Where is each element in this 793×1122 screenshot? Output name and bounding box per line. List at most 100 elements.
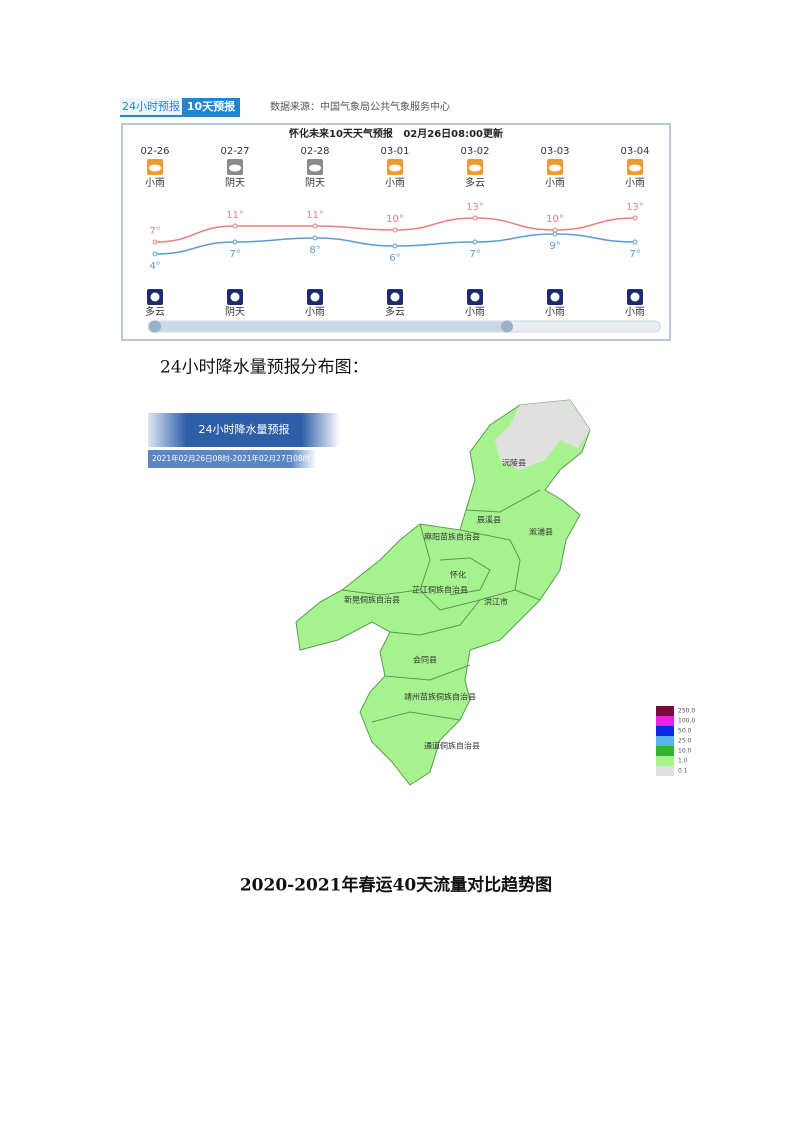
low-label: 4°: [149, 261, 160, 272]
high-label: 13°: [626, 202, 644, 213]
night-weather: 多云: [145, 305, 165, 318]
night-weather: 阴天: [225, 306, 245, 318]
county-label: 芷江侗族自治县: [412, 585, 468, 595]
high-label: 10°: [546, 214, 564, 225]
icon-cloud: [309, 164, 321, 172]
legend-swatch: [656, 716, 674, 726]
low-point: [552, 231, 558, 237]
map-header: 24小时降水量预报: [199, 422, 290, 436]
legend: 250.0 100.0 50.0 25.0 10.0 1.0 0.1: [656, 706, 695, 776]
section-title: 2020-2021年春运40天流量对比趋势图: [240, 875, 552, 896]
icon-moon: [230, 292, 240, 302]
county-label: 怀化: [450, 570, 466, 580]
slider-handle[interactable]: [501, 320, 513, 333]
legend-swatch: [656, 726, 674, 736]
boundary: [419, 523, 516, 611]
tab-bg-active: [182, 98, 240, 116]
high-label: 10°: [386, 214, 404, 225]
low-point: [392, 243, 398, 249]
date: 02-28: [300, 146, 329, 157]
high-point: [392, 227, 398, 233]
low-label: 7°: [229, 249, 240, 260]
low-label: 8°: [309, 245, 320, 256]
tab-bg: [120, 98, 182, 116]
county-label: 靖州苗族侗族自治县: [404, 692, 476, 702]
icon-cloud: [149, 164, 161, 172]
day-weather: 小雨: [145, 177, 165, 189]
legend-swatch: [656, 706, 674, 716]
boundary: [389, 599, 481, 636]
county-label: 麻阳苗族自治县: [424, 532, 480, 542]
day-weather: 阴天: [305, 177, 325, 189]
day-weather: 小雨: [385, 177, 405, 189]
map-period-bg: [148, 450, 316, 468]
icon-moon: [310, 292, 320, 302]
forecast: 02-26小雨多云02-27阴天阴天02-28阴天小雨03-01小雨多云03-0…: [140, 146, 649, 318]
night-weather: 小雨: [465, 306, 485, 318]
county-label: 新晃侗族自治县: [344, 595, 400, 605]
icon-cloud: [629, 164, 641, 172]
icon-cloud: [389, 164, 401, 172]
high-label: 11°: [226, 210, 244, 221]
night-weather: 多云: [385, 305, 405, 318]
high-point: [312, 223, 318, 229]
low-label: 9°: [549, 241, 560, 252]
county-label: 辰溪县: [477, 515, 501, 525]
high-point: [632, 215, 638, 221]
day-weather: 多云: [465, 176, 485, 189]
date: 02-27: [220, 146, 249, 157]
date: 03-02: [460, 146, 489, 157]
region: [295, 399, 591, 786]
icon-cloud: [549, 164, 561, 172]
high-label: 7°: [149, 226, 160, 237]
county-label: 溆浦县: [529, 527, 553, 537]
day-weather: 小雨: [625, 177, 645, 189]
date: 03-03: [540, 146, 569, 157]
date: 03-04: [620, 146, 649, 157]
tab[interactable]: 24小时预报: [122, 99, 180, 113]
icon-moon: [150, 292, 160, 302]
legend-label: 25.0: [678, 738, 692, 745]
legend-label: 1.0: [678, 758, 688, 765]
boundary: [384, 664, 471, 681]
low-label: 6°: [389, 253, 400, 264]
date: 02-26: [140, 146, 169, 157]
legend-label: 100.0: [678, 718, 695, 725]
caption: 24小时降水量预报分布图：: [160, 358, 369, 378]
county-label: 通道侗族自治县: [424, 741, 480, 751]
tab[interactable]: 10天预报: [187, 99, 236, 113]
boundary: [439, 557, 491, 596]
legend-swatch: [656, 746, 674, 756]
icon-cloud: [469, 164, 481, 172]
night-weather: 小雨: [305, 306, 325, 318]
low-point: [232, 239, 238, 245]
boundary: [459, 529, 541, 601]
slider-handle[interactable]: [149, 320, 161, 333]
legend-swatch: [656, 756, 674, 766]
county-label: 洪江市: [484, 597, 508, 607]
low-point: [632, 239, 638, 245]
icon-moon: [630, 292, 640, 302]
map-banner: [148, 413, 340, 447]
boundary: [465, 489, 541, 513]
night-weather: 小雨: [625, 306, 645, 318]
legend-label: 10.0: [678, 748, 692, 755]
map-period: 2021年02月26日08时-2021年02月27日08时: [152, 453, 311, 463]
slider-range: [150, 322, 508, 331]
county-label: 沅陵县: [502, 458, 526, 468]
icon-moon: [470, 292, 480, 302]
legend-label: 250.0: [678, 708, 695, 715]
icon-cloud: [229, 164, 241, 172]
map: [295, 399, 591, 786]
low-label: 7°: [629, 249, 640, 260]
day-weather: 小雨: [545, 177, 565, 189]
date: 03-01: [380, 146, 409, 157]
high-point: [152, 239, 158, 245]
high-point: [472, 215, 478, 221]
county-label: 会同县: [413, 655, 437, 665]
night-weather: 小雨: [545, 306, 565, 318]
boundary: [341, 589, 421, 596]
widget-title: 怀化未来10天天气预报 02月26日08:00更新: [289, 127, 503, 140]
